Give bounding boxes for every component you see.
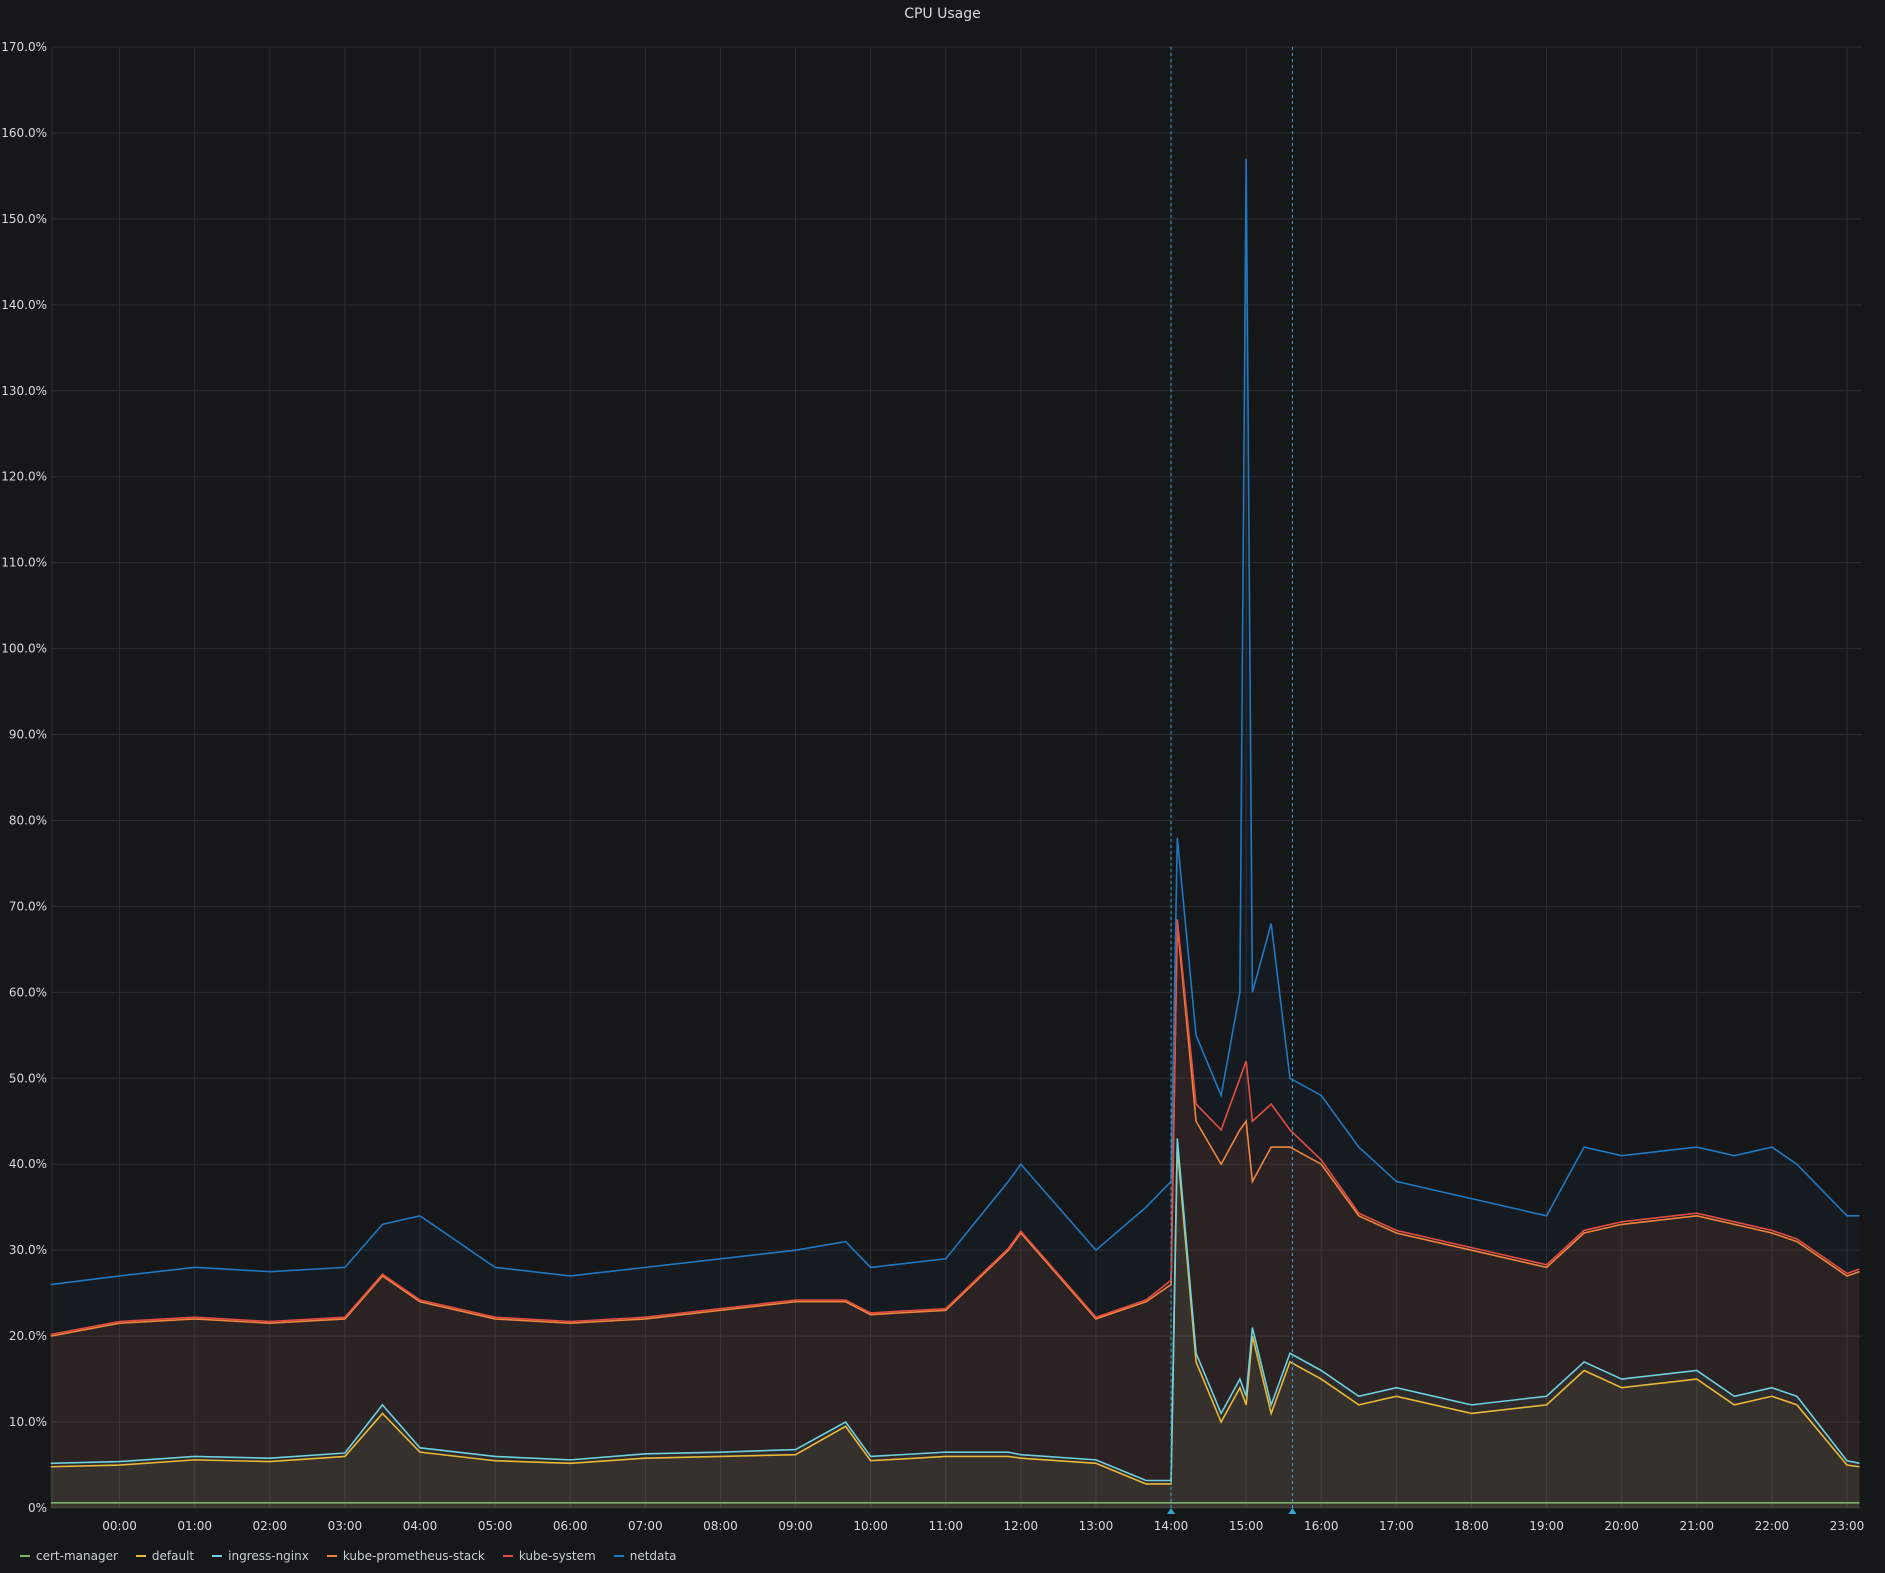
legend-label: ingress-nginx — [228, 1549, 309, 1563]
x-tick-label: 23:00 — [1830, 1519, 1865, 1533]
chart-title: CPU Usage — [904, 6, 981, 22]
legend-label: kube-prometheus-stack — [342, 1549, 485, 1563]
x-tick-label: 17:00 — [1379, 1519, 1414, 1533]
y-tick-label: 160.0% — [1, 126, 47, 140]
y-tick-label: 70.0% — [9, 899, 47, 913]
series-line-ingress-nginx — [50, 1138, 1860, 1482]
legend-item-kube-prometheus-stack[interactable]: kube-prometheus-stack — [326, 1549, 485, 1563]
series-area-ingress-nginx — [50, 1138, 1860, 1508]
y-tick-label: 0% — [28, 1501, 47, 1515]
x-tick-label: 11:00 — [928, 1519, 963, 1533]
series-line-kube-system — [50, 919, 1860, 1336]
y-tick-label: 120.0% — [1, 470, 47, 484]
legend-item-cert-manager[interactable]: cert-manager — [20, 1549, 118, 1563]
x-tick-label: 20:00 — [1604, 1519, 1639, 1533]
legend-item-kube-system[interactable]: kube-system — [502, 1549, 596, 1563]
x-tick-label: 05:00 — [478, 1519, 513, 1533]
x-tick-label: 02:00 — [253, 1519, 288, 1533]
x-tick-label: 19:00 — [1529, 1519, 1564, 1533]
legend-item-netdata[interactable]: netdata — [613, 1549, 677, 1563]
y-tick-label: 90.0% — [9, 728, 47, 742]
x-tick-label: 16:00 — [1304, 1519, 1339, 1533]
x-tick-label: 06:00 — [553, 1519, 588, 1533]
series-area-default — [50, 1147, 1860, 1508]
annotation-marker — [1167, 1508, 1176, 1514]
legend-swatch — [212, 1555, 223, 1557]
legend-label: netdata — [629, 1549, 677, 1563]
series-area-kube-prometheus-stack — [50, 923, 1860, 1508]
legend-swatch — [326, 1555, 337, 1557]
series-line-netdata — [50, 158, 1860, 1286]
y-tick-label: 50.0% — [9, 1071, 47, 1085]
y-tick-label: 140.0% — [1, 298, 47, 312]
legend-label: kube-system — [518, 1549, 596, 1563]
x-tick-label: 03:00 — [328, 1519, 363, 1533]
x-tick-label: 18:00 — [1454, 1519, 1489, 1533]
y-tick-label: 130.0% — [1, 384, 47, 398]
series-area-kube-system — [50, 919, 1860, 1508]
x-tick-label: 10:00 — [853, 1519, 888, 1533]
y-tick-label: 150.0% — [1, 212, 47, 226]
legend-swatch — [613, 1555, 624, 1557]
legend-label: cert-manager — [36, 1549, 118, 1563]
x-tick-label: 21:00 — [1679, 1519, 1714, 1533]
legend-item-default[interactable]: default — [135, 1549, 195, 1563]
x-tick-label: 08:00 — [703, 1519, 738, 1533]
legend-swatch — [502, 1555, 513, 1557]
series-area-cert-manager — [50, 1502, 1860, 1508]
y-tick-label: 30.0% — [9, 1243, 47, 1257]
y-tick-label: 20.0% — [9, 1329, 47, 1343]
x-tick-label: 04:00 — [403, 1519, 438, 1533]
legend-item-ingress-nginx[interactable]: ingress-nginx — [212, 1549, 309, 1563]
legend-swatch — [20, 1555, 30, 1557]
x-tick-label: 09:00 — [778, 1519, 813, 1533]
x-tick-label: 13:00 — [1079, 1519, 1114, 1533]
legend: cert-manager default ingress-nginx kube-pro… — [20, 1549, 676, 1563]
x-tick-label: 14:00 — [1154, 1519, 1189, 1533]
x-tick-label: 01:00 — [177, 1519, 212, 1533]
legend-label: default — [151, 1549, 195, 1563]
y-tick-label: 60.0% — [9, 985, 47, 999]
annotation-marker — [1288, 1508, 1297, 1514]
y-tick-label: 100.0% — [1, 642, 47, 656]
y-tick-label: 110.0% — [1, 556, 47, 570]
x-tick-label: 15:00 — [1229, 1519, 1264, 1533]
x-tick-label: 12:00 — [1004, 1519, 1039, 1533]
x-tick-label: 07:00 — [628, 1519, 663, 1533]
y-tick-label: 40.0% — [9, 1157, 47, 1171]
y-tick-label: 80.0% — [9, 813, 47, 827]
y-tick-label: 10.0% — [9, 1415, 47, 1429]
x-tick-label: 22:00 — [1755, 1519, 1790, 1533]
legend-swatch — [135, 1555, 146, 1557]
y-tick-label: 170.0% — [1, 40, 47, 54]
x-tick-label: 00:00 — [102, 1519, 137, 1533]
